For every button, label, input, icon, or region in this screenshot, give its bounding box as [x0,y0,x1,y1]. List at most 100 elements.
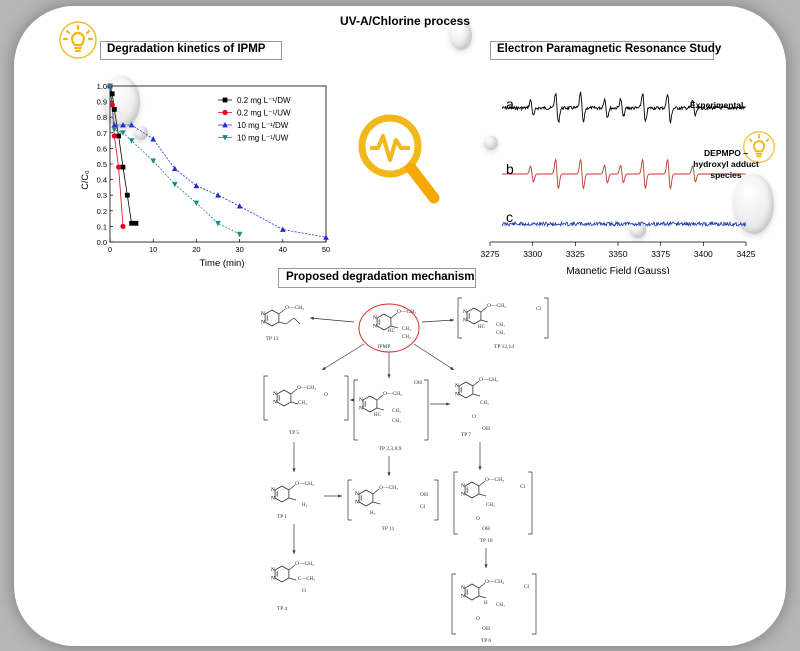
bond [390,325,399,329]
tp1214-label: TP 12,14 [494,344,514,350]
data-point [172,165,178,172]
nitrogen-label: N [271,496,275,502]
epr-x-label: Magnetic Field (Gauss) [566,266,669,274]
ipmp-structure: NN [373,313,392,331]
data-point [215,220,221,227]
bracket-right [344,375,349,421]
y-tick-label: 0.0 [97,238,107,247]
chart-tick-labels: 0.0 0.1 0.2 0.3 0.4 0.5 0.6 0.7 0.8 0.9 1.0 0 10 20 30… [97,82,331,254]
tp7-label: TP 7 [461,432,472,438]
trace-label-c: c [506,209,513,225]
legend-marker [222,109,228,116]
methoxy-group: O—CH₃ [487,303,506,309]
oh-group: OH [482,426,490,432]
methoxy-group: O—CH₃ [397,309,416,315]
bond [478,480,486,487]
nitrogen-label: N [273,400,277,406]
bond [478,595,487,599]
plot-frame [109,85,327,243]
bracket-right [528,471,533,535]
y-tick-label: 1.0 [97,82,107,91]
data-point [236,203,243,209]
tp2389-label: TP 2,3,8,9 [379,446,402,452]
reaction-arrow [421,319,455,323]
nitrogen-label: N [261,320,265,326]
nitrogen-label: N [359,406,363,412]
y-tick-label: 0.4 [97,176,107,185]
methoxy-group: O—CH₃ [379,485,398,491]
epr-trace-experimental [501,91,746,125]
oh-group: OH [482,526,490,532]
epr-trace-blank [501,220,746,228]
nitrogen-label: N [461,483,465,489]
nitrogen-label: N [463,309,467,315]
bracket-left [347,479,352,521]
epr-title: Electron Paramagnetic Resonance Study [497,43,722,55]
bond [288,564,296,571]
data-point [111,122,118,128]
data-point [120,223,126,229]
nitrogen-label: N [273,391,277,397]
bond [478,582,486,589]
nitrogen-label: N [359,397,363,403]
legend-label: 10 mg L⁻¹/UW [237,134,289,143]
arrow-head [310,316,314,320]
oh-group: OH [482,626,490,632]
methoxy-group: O—CH₃ [297,385,316,391]
hc-group: HC [388,329,396,334]
y-tick-label: 0.6 [97,144,107,153]
x-tick-label: 10 [149,245,157,254]
bracket-left [457,297,462,339]
bond [290,388,298,395]
annotation-dmpo-3: species [710,170,741,180]
bracket-left [353,379,358,441]
arrow-head [478,466,482,470]
data-point [120,164,126,170]
tp11-structure: NN [355,489,374,507]
reaction-arrow [413,343,455,371]
data-point [128,122,135,128]
legend-label: 0.2 mg L⁻¹/UW [237,109,291,118]
tp11-label: TP 11 [382,526,395,532]
bond [278,321,287,325]
bond [372,501,381,505]
nitrogen-label: N [373,315,377,321]
kinetics-title-box: Degradation kinetics of IPMP [100,41,282,60]
data-point [280,226,286,232]
chart-series-points [107,83,329,240]
methoxy-group: O—CH₃ [285,305,304,311]
acetyl-group: C—CH₃ [298,577,315,582]
x-tick-label: 30 [235,245,243,254]
data-point [109,102,115,108]
y-tick-label: 0.7 [97,129,107,138]
o-group: O [472,414,476,420]
data-point [111,127,118,133]
bond [478,493,487,497]
nitrogen-label: N [355,491,359,497]
epr-tick-label: 3400 [694,249,713,259]
reaction-arrow [321,343,365,371]
data-point [172,181,178,188]
nitrogen-label: N [271,567,275,573]
tp4-structure: NN [271,565,290,583]
bracket-right [532,573,537,635]
y-tick-label: 0.3 [97,191,107,200]
water-droplet [450,20,472,50]
ch3-group: CH₃ [392,419,401,424]
data-point [236,231,243,238]
bracket-right [544,297,549,339]
bracket-left [263,375,268,421]
y-axis-label: C/C₀ [80,170,90,189]
hc-group: HC [478,325,486,330]
legend-label: 0.2 mg L⁻¹/DW [237,96,291,105]
tp1-structure: NN [271,485,290,503]
tp13-label: TP 13 [265,336,278,342]
tp2389-structure: NN [359,395,378,413]
page-title: UV-A/Chlorine process [340,14,471,28]
tp6-structure: NN [461,583,480,601]
nitrogen-label: N [373,324,377,330]
series-line [109,85,327,238]
nitrogen-label: N [271,576,275,582]
tp13-structure: NN [261,309,280,327]
series-line [109,85,240,235]
